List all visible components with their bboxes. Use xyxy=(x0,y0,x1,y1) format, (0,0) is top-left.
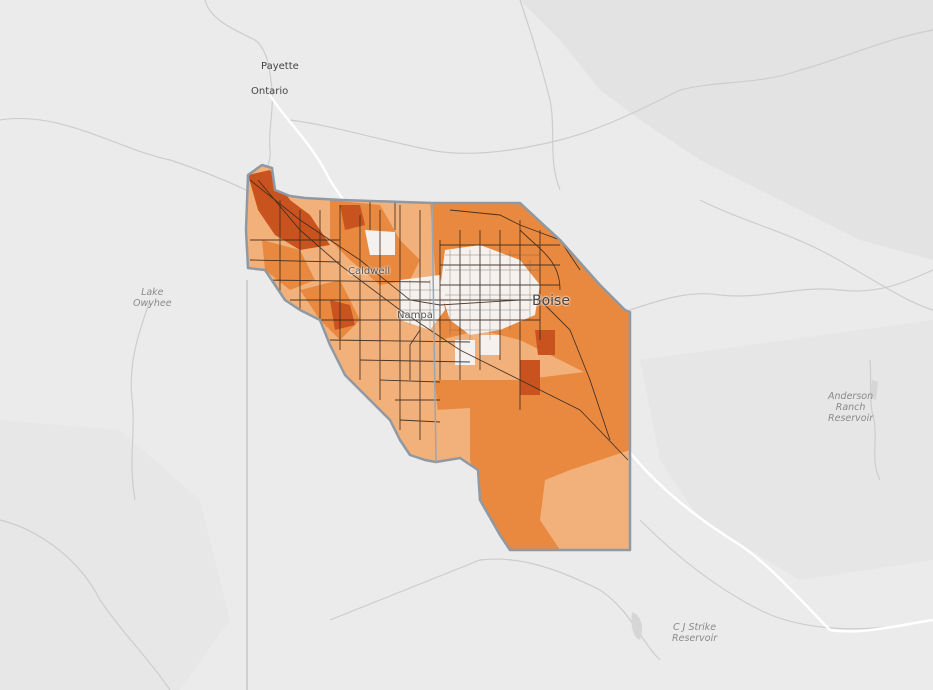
label-anderson-ranch-reservoir: Anderson Ranch Reservoir xyxy=(828,391,874,424)
label-payette: Payette xyxy=(261,61,299,72)
label-nampa: Nampa xyxy=(397,310,433,321)
anderson-reservoir-shape xyxy=(870,380,878,400)
county-divider xyxy=(431,202,437,463)
urban-grid xyxy=(400,250,540,340)
county-outline xyxy=(244,163,632,552)
cj-strike-shape xyxy=(631,612,643,640)
label-cj-strike-reservoir: C J Strike Reservoir xyxy=(672,622,718,644)
label-caldwell: Caldwell xyxy=(348,266,391,277)
label-boise: Boise xyxy=(532,293,570,309)
label-lake-owyhee: Lake Owyhee xyxy=(133,287,172,309)
label-ontario: Ontario xyxy=(251,86,289,97)
